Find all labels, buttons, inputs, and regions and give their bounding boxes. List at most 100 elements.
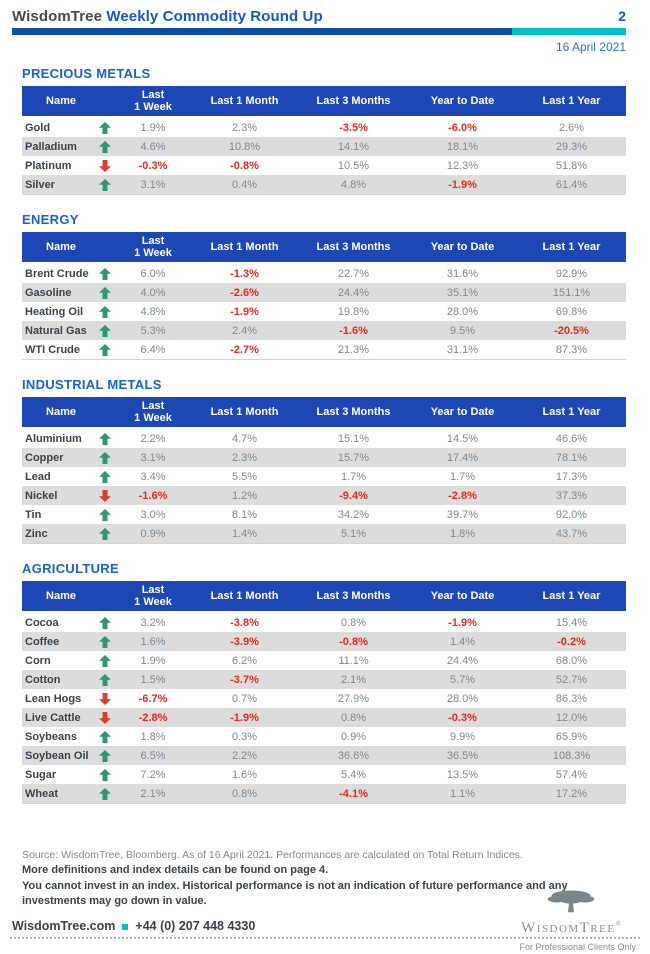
- column-header-last-3-months: Last 3 Months: [316, 241, 391, 253]
- value-cell: 43.7%: [517, 528, 626, 540]
- week-header-line1: Last: [141, 584, 165, 596]
- value-text: 7.2%: [140, 768, 166, 781]
- value-cell: -1.9%: [408, 617, 517, 629]
- footnotes: Source: WisdomTree, Bloomberg. As of 16 …: [0, 848, 640, 910]
- value-text: 2.2%: [140, 432, 166, 445]
- commodity-name: Cotton: [25, 673, 61, 686]
- up-arrow-icon: [99, 451, 111, 464]
- value-cell: -0.3%: [116, 160, 190, 172]
- commodity-name: Aluminium: [25, 432, 82, 445]
- value-cell: 39.7%: [408, 509, 517, 521]
- value-cell: 5.5%: [190, 471, 299, 483]
- value-cell: 3.1%: [116, 452, 190, 464]
- value-text: 8.1%: [231, 508, 258, 521]
- value-text: 3.1%: [140, 451, 166, 464]
- value-cell: 36.6%: [299, 750, 408, 762]
- column-header-name: Name: [46, 406, 76, 418]
- value-text: 4.6%: [140, 140, 166, 153]
- section-energy: ENERGY Name Last 1 Week Last 1 Month Last 3 M…: [22, 212, 626, 360]
- value-cell: 108.3%: [517, 750, 626, 762]
- column-header-last-1-week: Last 1 Week: [116, 584, 190, 608]
- up-arrow-icon: [99, 787, 111, 800]
- value-cell: -1.9%: [190, 712, 299, 724]
- value-text: 57.4%: [555, 768, 588, 781]
- value-cell: -1.9%: [190, 306, 299, 318]
- column-header-last-3-months: Last 3 Months: [316, 95, 391, 107]
- up-arrow-icon: [99, 286, 111, 299]
- week-header-line1: Last: [141, 89, 165, 101]
- value-cell: 5.3%: [116, 325, 190, 337]
- value-cell: 0.4%: [190, 179, 299, 191]
- value-text: 87.3%: [555, 343, 588, 356]
- value-cell: 1.9%: [116, 655, 190, 667]
- value-cell: 69.8%: [517, 306, 626, 318]
- value-text: 15.1%: [337, 432, 370, 445]
- value-cell: -0.2%: [517, 636, 626, 648]
- up-arrow-icon: [99, 343, 111, 356]
- value-text: 1.9%: [140, 654, 166, 667]
- table-row-brent-crude: Brent Crude 6.0% -1.3% 22.7% 31.6% 92.9%: [22, 264, 626, 283]
- value-cell: 1.4%: [408, 636, 517, 648]
- commodity-name: Sugar: [25, 768, 57, 781]
- value-text: -3.5%: [339, 121, 368, 134]
- page-footer: WisdomTree® WisdomTree.com +44 (0) 207 4…: [0, 884, 650, 954]
- registered-mark: ®: [615, 920, 621, 928]
- value-cell: 87.3%: [517, 344, 626, 356]
- value-text: 0.7%: [231, 692, 258, 705]
- section-industrial-metals: INDUSTRIAL METALS Name Last 1 Week Last 1 Mo…: [22, 377, 626, 544]
- value-text: 10.5%: [337, 159, 370, 172]
- column-header-last-1-year: Last 1 Year: [542, 241, 601, 253]
- value-text: 9.5%: [449, 324, 476, 337]
- value-text: 22.7%: [337, 267, 370, 280]
- value-cell: 17.2%: [517, 788, 626, 800]
- website-link[interactable]: WisdomTree.com: [12, 919, 116, 933]
- value-cell: 6.2%: [190, 655, 299, 667]
- table-row-cotton: Cotton 1.5% -3.7% 2.1% 5.7% 52.7%: [22, 670, 626, 689]
- value-cell: 92.9%: [517, 268, 626, 280]
- column-header-year-to-date: Year to Date: [430, 406, 495, 418]
- value-text: 5.1%: [340, 527, 367, 540]
- commodity-name: Gold: [25, 121, 51, 134]
- value-text: -3.9%: [230, 635, 259, 648]
- trend-cell: [94, 508, 116, 521]
- value-text: 17.3%: [555, 470, 588, 483]
- trend-cell: [94, 159, 116, 172]
- trend-cell: [94, 673, 116, 686]
- value-cell: -1.3%: [190, 268, 299, 280]
- column-header-name: Name: [46, 241, 76, 253]
- report-title: Weekly Commodity Round Up: [106, 8, 323, 25]
- column-header-last-1-week: Last 1 Week: [116, 400, 190, 424]
- value-cell: 17.3%: [517, 471, 626, 483]
- value-cell: 27.9%: [299, 693, 408, 705]
- value-cell: 35.1%: [408, 287, 517, 299]
- value-text: -3.7%: [230, 673, 259, 686]
- value-cell: -3.8%: [190, 617, 299, 629]
- table-row-coffee: Coffee 1.6% -3.9% -0.8% 1.4% -0.2%: [22, 632, 626, 651]
- table-row-heating-oil: Heating Oil 4.8% -1.9% 19.8% 28.0% 69.8%: [22, 302, 626, 321]
- commodity-name: Soybean Oil: [25, 749, 89, 762]
- value-text: -0.8%: [230, 159, 259, 172]
- commodity-name: Live Cattle: [25, 711, 81, 724]
- value-text: 2.3%: [231, 451, 258, 464]
- value-cell: 28.0%: [408, 693, 517, 705]
- value-text: 1.6%: [140, 635, 166, 648]
- value-text: 39.7%: [446, 508, 479, 521]
- value-cell: 4.8%: [299, 179, 408, 191]
- header-rule-navy-segment: [12, 28, 513, 35]
- value-text: 12.3%: [446, 159, 479, 172]
- value-cell: -6.0%: [408, 122, 517, 134]
- value-cell: 5.1%: [299, 528, 408, 540]
- value-text: 21.3%: [337, 343, 370, 356]
- commodity-name: Soybeans: [25, 730, 77, 743]
- value-text: 1.7%: [340, 470, 367, 483]
- value-text: 0.4%: [231, 178, 258, 191]
- value-text: 1.5%: [140, 673, 166, 686]
- value-cell: -6.7%: [116, 693, 190, 705]
- commodity-name: Tin: [25, 508, 42, 521]
- value-cell: 5.7%: [408, 674, 517, 686]
- definitions-note: More definitions and index details can b…: [22, 864, 329, 876]
- table-header-row: Name Last 1 Week Last 1 Month Last 3 Months Y…: [22, 397, 626, 429]
- column-header-last-1-year: Last 1 Year: [542, 406, 601, 418]
- trend-cell: [94, 616, 116, 629]
- trend-cell: [94, 286, 116, 299]
